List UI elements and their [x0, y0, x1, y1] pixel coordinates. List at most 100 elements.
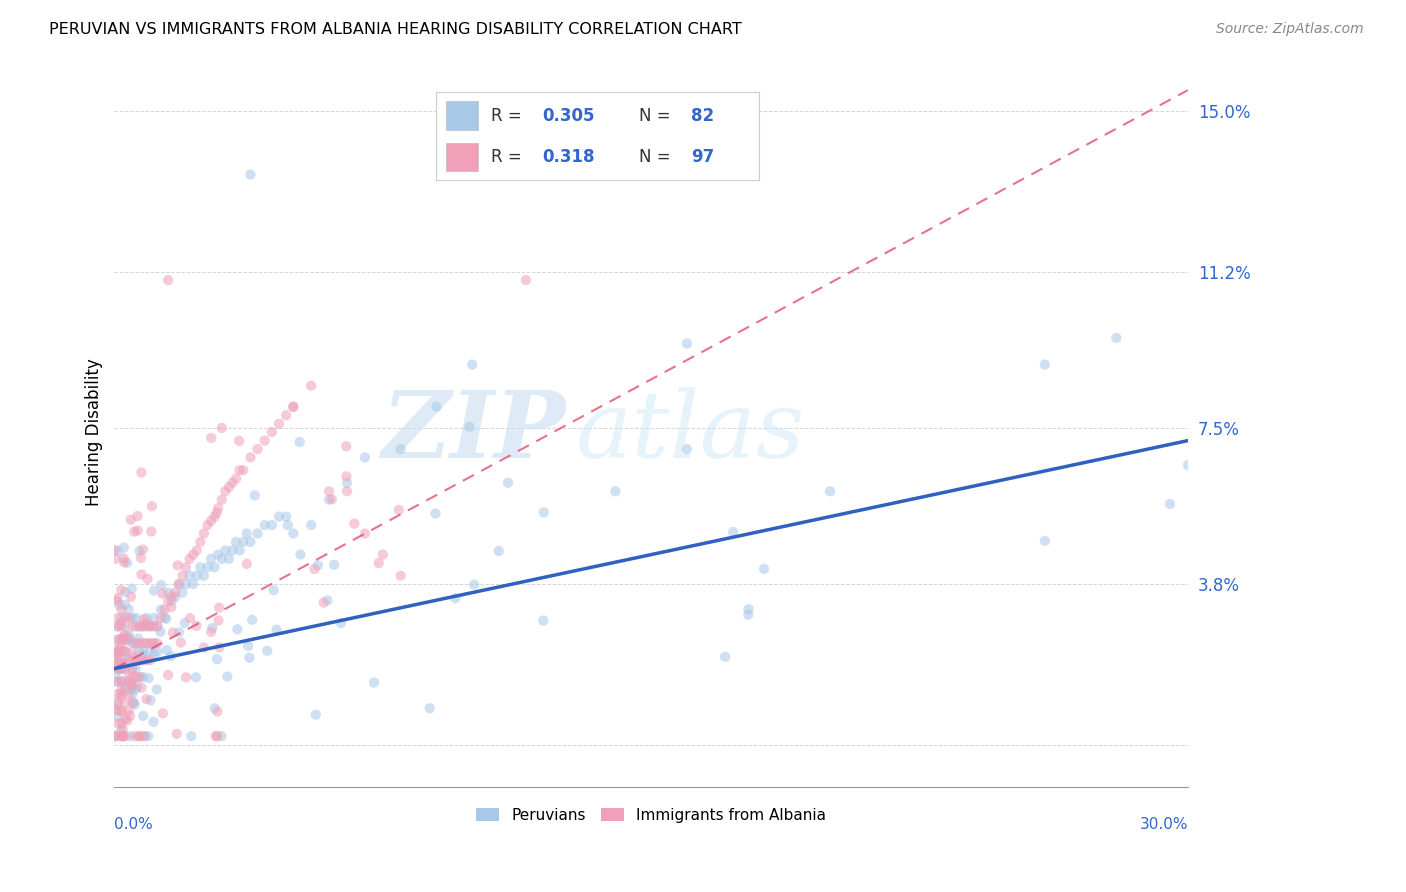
Point	[132, 636, 155, 650]
Point	[107, 646, 129, 660]
Y-axis label: Hearing Disability: Hearing Disability	[86, 359, 103, 506]
Point	[110, 616, 132, 631]
Point	[463, 577, 485, 591]
Point	[211, 421, 233, 435]
Point	[121, 636, 143, 650]
Point	[160, 590, 183, 604]
Point	[107, 716, 129, 731]
Point	[128, 670, 150, 684]
Point	[174, 670, 197, 684]
Point	[605, 484, 627, 499]
Point	[208, 640, 231, 655]
Point	[143, 647, 166, 661]
Point	[132, 619, 155, 633]
Point	[197, 518, 219, 533]
Point	[174, 577, 197, 591]
Point	[114, 619, 136, 633]
Point	[135, 636, 157, 650]
Point	[205, 506, 228, 520]
Point	[128, 670, 150, 684]
Point	[531, 614, 554, 628]
Point	[179, 568, 201, 582]
Legend: Peruvians, Immigrants from Albania: Peruvians, Immigrants from Albania	[470, 802, 832, 829]
Point	[134, 616, 156, 631]
Point	[127, 632, 149, 646]
Point	[186, 568, 208, 582]
Point	[172, 568, 194, 582]
Point	[238, 650, 260, 665]
Point	[122, 650, 145, 665]
Point	[425, 400, 447, 414]
Point	[110, 619, 132, 633]
Point	[118, 674, 141, 689]
Text: 0.0%: 0.0%	[114, 817, 153, 832]
Point	[307, 558, 329, 573]
Point	[125, 636, 148, 650]
Point	[121, 645, 143, 659]
Point	[132, 619, 155, 633]
Point	[221, 475, 243, 490]
Point	[128, 645, 150, 659]
Point	[363, 675, 385, 690]
Point	[186, 543, 208, 558]
Point	[318, 492, 340, 507]
Point	[179, 551, 201, 566]
Point	[283, 400, 305, 414]
Point	[146, 636, 169, 650]
Point	[160, 594, 183, 608]
Point	[128, 653, 150, 667]
Point	[304, 562, 326, 576]
Point	[138, 671, 160, 685]
Point	[125, 653, 148, 667]
Point	[110, 639, 132, 653]
Point	[125, 611, 148, 625]
Point	[125, 681, 148, 696]
Point	[1105, 331, 1128, 345]
Text: atlas: atlas	[576, 387, 806, 477]
Point	[207, 705, 229, 719]
Point	[200, 514, 222, 528]
Point	[118, 653, 141, 667]
Text: Source: ZipAtlas.com: Source: ZipAtlas.com	[1216, 22, 1364, 37]
Point	[107, 632, 129, 646]
Point	[207, 548, 229, 562]
Point	[153, 611, 176, 625]
Point	[132, 542, 155, 557]
Point	[425, 507, 447, 521]
Point	[136, 729, 159, 743]
Point	[197, 560, 219, 574]
Point	[110, 674, 132, 689]
Point	[299, 378, 322, 392]
Point	[290, 548, 312, 562]
Point	[211, 492, 233, 507]
Point	[110, 723, 132, 738]
Point	[323, 558, 346, 572]
Point	[267, 509, 290, 524]
Point	[122, 696, 145, 710]
Point	[167, 577, 190, 591]
Point	[174, 560, 197, 574]
Point	[124, 698, 146, 712]
Point	[276, 509, 298, 524]
Point	[110, 716, 132, 731]
Point	[107, 653, 129, 667]
Point	[108, 663, 131, 677]
Point	[114, 682, 136, 697]
Point	[243, 488, 266, 502]
Point	[193, 568, 215, 582]
Point	[110, 661, 132, 675]
Point	[150, 586, 173, 600]
Point	[110, 611, 132, 625]
Point	[214, 484, 236, 499]
Point	[318, 484, 340, 499]
Point	[112, 555, 135, 569]
Point	[118, 729, 141, 743]
Point	[110, 674, 132, 689]
Point	[236, 557, 259, 571]
Point	[105, 675, 128, 690]
Point	[676, 442, 699, 456]
Point	[107, 687, 129, 701]
Point	[166, 558, 188, 573]
Point	[114, 628, 136, 642]
Point	[121, 662, 143, 676]
